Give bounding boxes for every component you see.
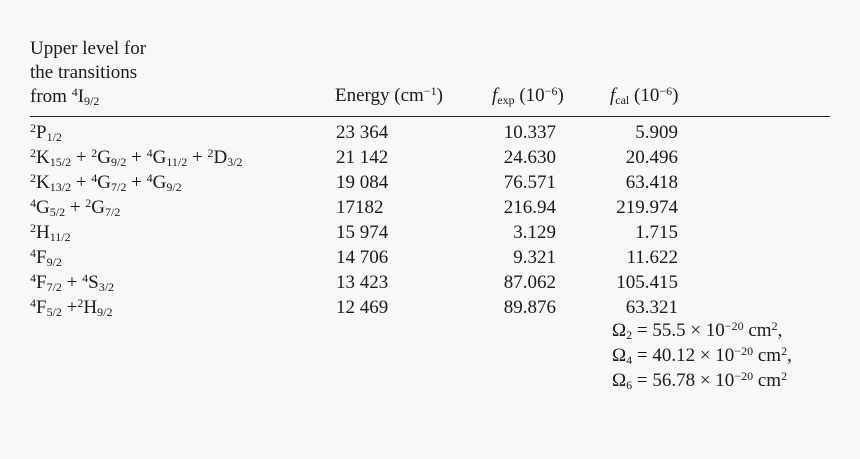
level-cell: 4F5/2 +2H9/2 bbox=[30, 296, 113, 319]
col-header-upper-level: Upper level for the transitions from 4I9… bbox=[30, 37, 146, 109]
col-header-fexp: fexp (10−6) bbox=[492, 84, 564, 107]
energy-cell: 17182 bbox=[336, 197, 384, 218]
level-cell: 4F9/2 bbox=[30, 246, 62, 269]
fexp-cell: 10.337 bbox=[503, 122, 556, 143]
fexp-cell: 89.876 bbox=[503, 297, 556, 318]
fcal-cell: 1.715 bbox=[635, 222, 678, 243]
header-line: the transitions bbox=[30, 62, 138, 83]
table-body: 2P1/2 23 364 10.337 5.909 2K15/2 + 2G9/2… bbox=[0, 122, 860, 322]
table-row: 4F5/2 +2H9/2 12 469 89.876 63.321 bbox=[0, 297, 860, 322]
energy-cell: 23 364 bbox=[336, 122, 389, 143]
fcal-cell: 219.974 bbox=[616, 197, 678, 218]
table-row: 4F7/2 + 4S3/2 13 423 87.062 105.415 bbox=[0, 272, 860, 297]
fexp-cell: 24.630 bbox=[503, 147, 556, 168]
table-row: 2K15/2 + 2G9/2 + 4G11/2 + 2D3/2 21 142 2… bbox=[0, 147, 860, 172]
level-cell: 2K13/2 + 4G7/2 + 4G9/2 bbox=[30, 171, 182, 194]
col-header-fcal: fcal (10−6) bbox=[610, 84, 679, 107]
energy-cell: 12 469 bbox=[336, 297, 389, 318]
header-line: Upper level for bbox=[30, 38, 147, 59]
fcal-cell: 11.622 bbox=[626, 247, 678, 268]
col-header-energy: Energy (cm−1) bbox=[335, 84, 443, 106]
table-row: 2K13/2 + 4G7/2 + 4G9/2 19 084 76.571 63.… bbox=[0, 172, 860, 197]
table-row: 4F9/2 14 706 9.321 11.622 bbox=[0, 247, 860, 272]
fcal-cell: 20.496 bbox=[625, 147, 678, 168]
omega-6-parameter: Ω6 = 56.78 × 10−20 cm2 bbox=[612, 369, 788, 392]
energy-cell: 19 084 bbox=[336, 172, 389, 193]
level-cell: 4G5/2 + 2G7/2 bbox=[30, 196, 121, 219]
header-line: from 4I9/2 bbox=[30, 85, 100, 108]
table-row: 2P1/2 23 364 10.337 5.909 bbox=[0, 122, 860, 147]
fexp-cell: 76.571 bbox=[503, 172, 556, 193]
energy-cell: 21 142 bbox=[336, 147, 389, 168]
omega-4-parameter: Ω4 = 40.12 × 10−20 cm2, bbox=[612, 344, 792, 367]
fcal-cell: 5.909 bbox=[635, 122, 678, 143]
energy-cell: 15 974 bbox=[336, 222, 389, 243]
fexp-cell: 9.321 bbox=[513, 247, 556, 268]
table-row: 4G5/2 + 2G7/2 17182 216.94 219.974 bbox=[0, 197, 860, 222]
fexp-cell: 3.129 bbox=[513, 222, 556, 243]
fcal-cell: 63.418 bbox=[625, 172, 678, 193]
omega-2-parameter: Ω2 = 55.5 × 10−20 cm2, bbox=[612, 319, 783, 342]
fcal-cell: 105.415 bbox=[616, 272, 678, 293]
energy-cell: 14 706 bbox=[336, 247, 389, 268]
fcal-cell: 63.321 bbox=[625, 297, 678, 318]
level-cell: 4F7/2 + 4S3/2 bbox=[30, 271, 115, 294]
level-cell: 2K15/2 + 2G9/2 + 4G11/2 + 2D3/2 bbox=[30, 146, 243, 169]
header-rule bbox=[30, 116, 830, 117]
fexp-cell: 87.062 bbox=[503, 272, 556, 293]
table-row: 2H11/2 15 974 3.129 1.715 bbox=[0, 222, 860, 247]
fexp-cell: 216.94 bbox=[503, 197, 556, 218]
energy-cell: 13 423 bbox=[336, 272, 389, 293]
level-cell: 2H11/2 bbox=[30, 221, 71, 244]
level-cell: 2P1/2 bbox=[30, 121, 62, 144]
